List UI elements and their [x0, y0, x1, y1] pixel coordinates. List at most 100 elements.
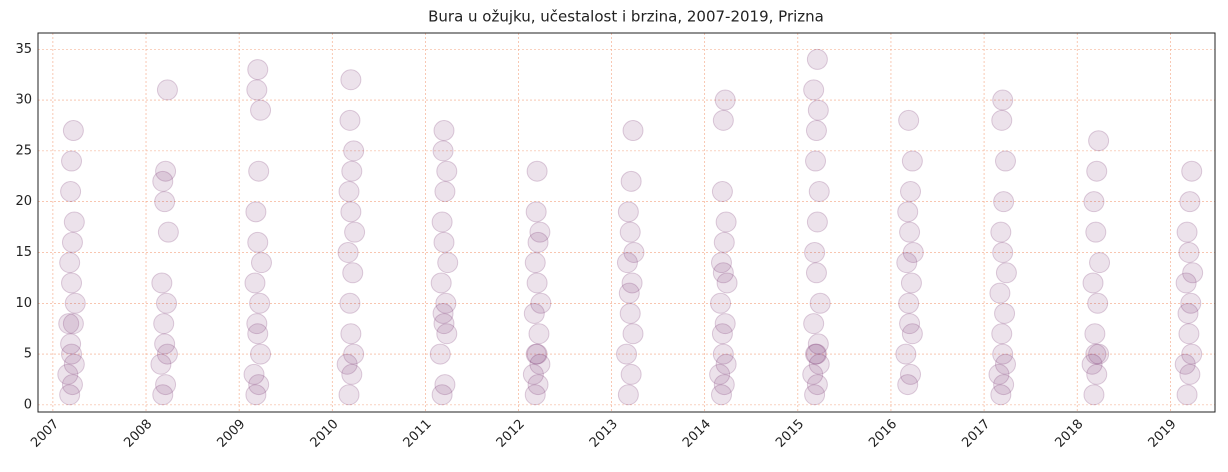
- x-tick-label: 2015: [773, 417, 807, 451]
- point: [150, 353, 172, 375]
- x-tick-label: 2009: [214, 417, 248, 451]
- point: [900, 272, 922, 294]
- point: [992, 89, 1014, 111]
- point: [710, 384, 732, 406]
- point: [247, 59, 269, 81]
- point: [250, 99, 272, 121]
- point: [803, 313, 825, 335]
- point: [1088, 130, 1110, 152]
- point: [806, 48, 828, 70]
- x-tick-label: 2018: [1052, 417, 1086, 451]
- point: [1081, 353, 1103, 375]
- point: [1089, 252, 1111, 274]
- point: [1182, 262, 1204, 284]
- point: [713, 231, 735, 253]
- point: [338, 181, 360, 203]
- point: [530, 292, 552, 314]
- point: [809, 292, 831, 314]
- x-tick-label: 2007: [28, 417, 62, 451]
- point: [808, 353, 830, 375]
- point: [336, 353, 358, 375]
- point: [437, 252, 459, 274]
- point: [900, 363, 922, 385]
- point: [802, 363, 824, 385]
- point: [337, 241, 359, 263]
- point: [522, 363, 544, 385]
- point: [429, 343, 451, 365]
- point: [1087, 292, 1109, 314]
- point: [711, 181, 733, 203]
- point: [713, 374, 735, 396]
- point: [897, 374, 919, 396]
- point: [431, 384, 453, 406]
- point: [432, 140, 454, 162]
- point: [710, 252, 732, 274]
- point: [64, 292, 86, 314]
- point: [63, 211, 85, 233]
- point: [152, 170, 174, 192]
- point: [153, 313, 175, 335]
- point: [154, 191, 176, 213]
- point: [436, 323, 458, 345]
- point: [990, 384, 1012, 406]
- y-tick-label: 0: [24, 397, 32, 412]
- point: [59, 384, 81, 406]
- point: [155, 160, 177, 182]
- y-tick-label: 5: [24, 347, 32, 362]
- point: [250, 343, 272, 365]
- point: [156, 79, 178, 101]
- point: [340, 201, 362, 223]
- point: [994, 150, 1016, 172]
- point: [993, 374, 1015, 396]
- point: [340, 69, 362, 91]
- point: [991, 109, 1013, 131]
- point: [709, 363, 731, 385]
- point: [244, 272, 266, 294]
- point: [1082, 272, 1104, 294]
- chart-title: Bura u ožujku, učestalost i brzina, 2007…: [428, 8, 824, 26]
- point: [341, 363, 363, 385]
- point: [990, 221, 1012, 243]
- point: [620, 170, 642, 192]
- point: [993, 191, 1015, 213]
- point: [1083, 384, 1105, 406]
- x-tick-label: 2017: [959, 417, 993, 451]
- point: [900, 181, 922, 203]
- point: [619, 302, 641, 324]
- point: [991, 323, 1013, 345]
- x-tick-label: 2013: [587, 417, 621, 451]
- point: [343, 343, 365, 365]
- y-tick-label: 15: [15, 245, 32, 260]
- point: [710, 292, 732, 314]
- point: [804, 384, 826, 406]
- point: [1177, 302, 1199, 324]
- point: [156, 343, 178, 365]
- point: [433, 231, 455, 253]
- point: [343, 140, 365, 162]
- point: [619, 221, 641, 243]
- point: [1084, 323, 1106, 345]
- point: [807, 99, 829, 121]
- point: [152, 384, 174, 406]
- point: [61, 150, 83, 172]
- y-tick-label: 10: [15, 296, 32, 311]
- point: [1083, 191, 1105, 213]
- point: [435, 292, 457, 314]
- x-tick-label: 2016: [866, 417, 900, 451]
- point: [618, 282, 640, 304]
- point: [62, 120, 84, 142]
- point: [434, 181, 456, 203]
- point: [248, 374, 270, 396]
- point: [528, 323, 550, 345]
- point: [620, 363, 642, 385]
- point: [805, 343, 827, 365]
- point: [430, 272, 452, 294]
- point: [992, 343, 1014, 365]
- point: [338, 384, 360, 406]
- point: [526, 160, 548, 182]
- x-tick-label: 2011: [401, 417, 435, 451]
- point: [1181, 343, 1203, 365]
- point: [616, 252, 638, 274]
- point: [901, 150, 923, 172]
- point: [808, 181, 830, 203]
